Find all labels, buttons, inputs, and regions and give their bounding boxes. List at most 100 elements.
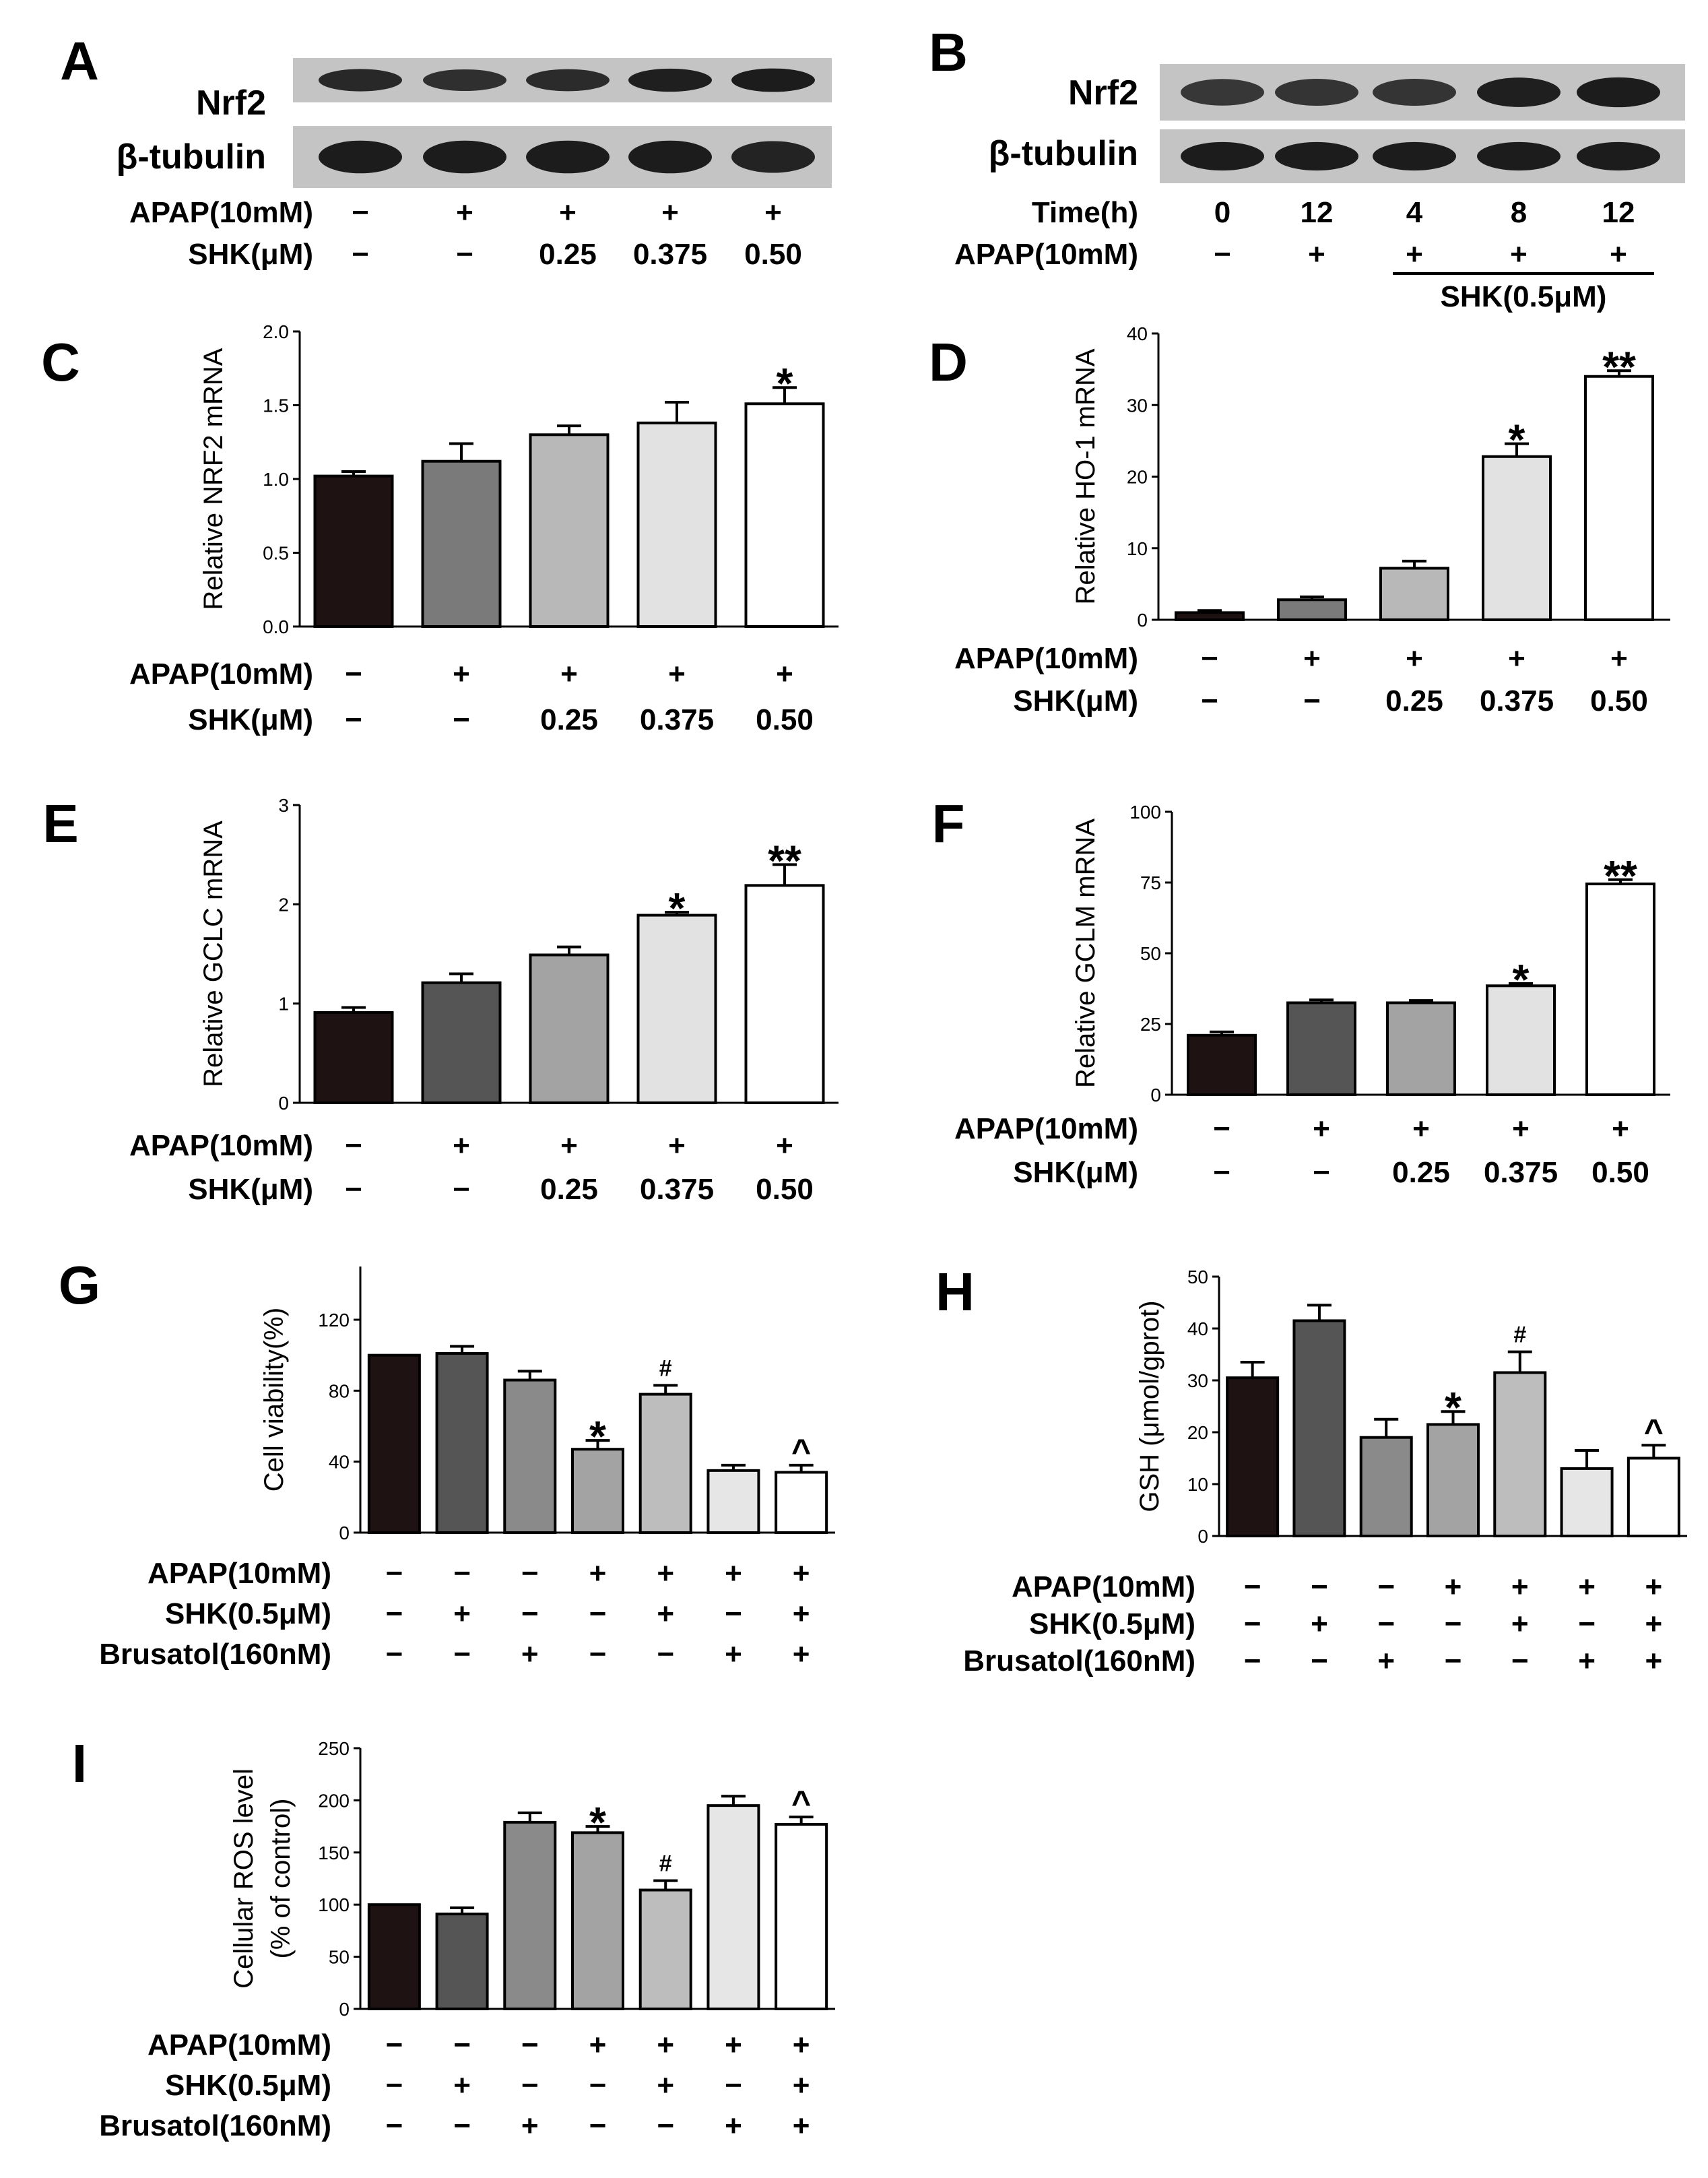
- bar: [707, 1804, 760, 2010]
- condition-cell: 12: [1301, 196, 1334, 229]
- condition-cell: 0.50: [756, 703, 814, 736]
- significance-mark: *: [1445, 1383, 1461, 1432]
- y-tick-label: 50: [329, 1947, 350, 1968]
- condition-cell: +: [1645, 1570, 1663, 1603]
- protein-band: [1577, 77, 1660, 108]
- condition-row-label: SHK(μM): [1013, 684, 1138, 717]
- condition-cell: −: [345, 1129, 362, 1162]
- bar: [775, 1823, 828, 2010]
- condition-cell: +: [1308, 238, 1325, 271]
- y-tick-label: 40: [1187, 1318, 1208, 1339]
- condition-cell: +: [725, 1557, 742, 1590]
- protein-band: [1275, 78, 1358, 106]
- blot-row-label: Nrf2: [196, 84, 266, 123]
- condition-cell: +: [456, 196, 473, 229]
- condition-row-label: Time(h): [1032, 196, 1138, 229]
- condition-cell: −: [453, 2028, 471, 2061]
- condition-cell: −: [1377, 1607, 1395, 1640]
- condition-cell: −: [1578, 1607, 1596, 1640]
- protein-band: [628, 140, 712, 174]
- protein-band: [1373, 78, 1456, 106]
- condition-cell: 0: [1214, 196, 1230, 229]
- y-tick-label: 10: [1127, 538, 1148, 559]
- condition-cell: +: [657, 2069, 674, 2102]
- condition-row-label: APAP(10mM): [954, 238, 1138, 271]
- y-tick-label: 2: [278, 894, 289, 915]
- y-tick-label: 50: [1140, 943, 1161, 964]
- condition-cell: +: [453, 658, 470, 691]
- panel-letter: D: [929, 332, 968, 392]
- bracket-label: SHK(0.5μM): [1441, 280, 1607, 313]
- bar-chart-panel-i: I 0 50 100 150 200 250 Cellular ROS level (% of …: [72, 1733, 835, 2142]
- condition-cell: −: [1214, 238, 1231, 271]
- condition-cell: +: [1510, 238, 1528, 271]
- significance-mark: *: [589, 1798, 606, 1847]
- y-tick-label: 200: [318, 1790, 350, 1811]
- condition-cell: −: [352, 238, 369, 271]
- condition-cell: +: [661, 196, 679, 229]
- protein-band: [319, 69, 402, 92]
- condition-cell: +: [453, 2069, 471, 2102]
- condition-cell: +: [560, 1129, 578, 1162]
- blot-row-label: Nrf2: [1068, 73, 1138, 113]
- condition-cell: +: [1512, 1112, 1530, 1145]
- condition-cell: −: [1244, 1607, 1261, 1640]
- condition-cell: +: [1610, 642, 1628, 675]
- condition-cell: −: [1445, 1607, 1462, 1640]
- western-blot-panel-a: A Nrf2 β-tubulin APAP(10mM) − + + + + SHK(μM) − − 0.…: [60, 31, 832, 271]
- condition-cell: 0.25: [1385, 684, 1443, 717]
- bar: [1187, 1033, 1257, 1097]
- condition-cell: +: [1412, 1112, 1430, 1145]
- condition-cell: −: [345, 658, 362, 691]
- y-tick-label: 0: [278, 1093, 289, 1114]
- condition-cell: +: [668, 1129, 686, 1162]
- y-tick-label: 100: [1129, 802, 1161, 823]
- condition-row-label: APAP(10mM): [954, 642, 1138, 675]
- condition-cell: −: [1311, 1644, 1328, 1677]
- condition-cell: −: [589, 2109, 607, 2142]
- significance-mark: ^: [791, 1432, 811, 1470]
- condition-cell: +: [793, 1638, 810, 1671]
- y-axis-title: GSH (μmol/gprot): [1135, 1300, 1164, 1512]
- condition-cell: +: [453, 1597, 471, 1630]
- condition-cell: +: [776, 658, 793, 691]
- condition-cell: +: [1612, 1112, 1629, 1145]
- condition-cell: −: [1377, 1570, 1395, 1603]
- condition-row-label: Brusatol(160nM): [99, 1638, 331, 1671]
- protein-band: [628, 68, 712, 92]
- significance-mark: ^: [791, 1784, 811, 1822]
- condition-cell: 0.50: [756, 1173, 814, 1206]
- y-tick-label: 2.0: [263, 321, 289, 342]
- y-tick-label: 0: [339, 1999, 350, 2020]
- bar: [638, 1392, 692, 1535]
- condition-cell: −: [352, 196, 369, 229]
- condition-row-label: APAP(10mM): [147, 1557, 331, 1590]
- condition-cell: +: [725, 1638, 742, 1671]
- bar-chart-panel-h: H 0 10 20 30 40 50 GSH (μmol/gprot) * # ^ APAP(10mM…: [935, 1262, 1687, 1677]
- protein-band: [1577, 141, 1660, 171]
- significance-mark: #: [659, 1851, 672, 1877]
- condition-cell: −: [589, 1597, 607, 1630]
- condition-cell: −: [386, 2109, 403, 2142]
- condition-cell: +: [668, 658, 686, 691]
- y-tick-label: 100: [318, 1894, 350, 1915]
- condition-cell: +: [589, 2028, 607, 2061]
- bar: [1486, 984, 1556, 1097]
- bar: [435, 1352, 489, 1534]
- bar: [1627, 1456, 1680, 1537]
- y-tick-label: 75: [1140, 872, 1161, 893]
- condition-row-label: SHK(0.5μM): [165, 1597, 331, 1630]
- condition-cell: −: [386, 2069, 403, 2102]
- condition-cell: +: [521, 2109, 539, 2142]
- bar: [313, 474, 394, 628]
- bar: [1493, 1371, 1547, 1537]
- condition-cell: −: [1511, 1644, 1529, 1677]
- condition-cell: 0.375: [633, 238, 707, 271]
- bar: [1226, 1376, 1280, 1538]
- condition-cell: −: [725, 2069, 742, 2102]
- condition-row-label: APAP(10mM): [147, 2028, 331, 2061]
- condition-cell: +: [793, 1557, 810, 1590]
